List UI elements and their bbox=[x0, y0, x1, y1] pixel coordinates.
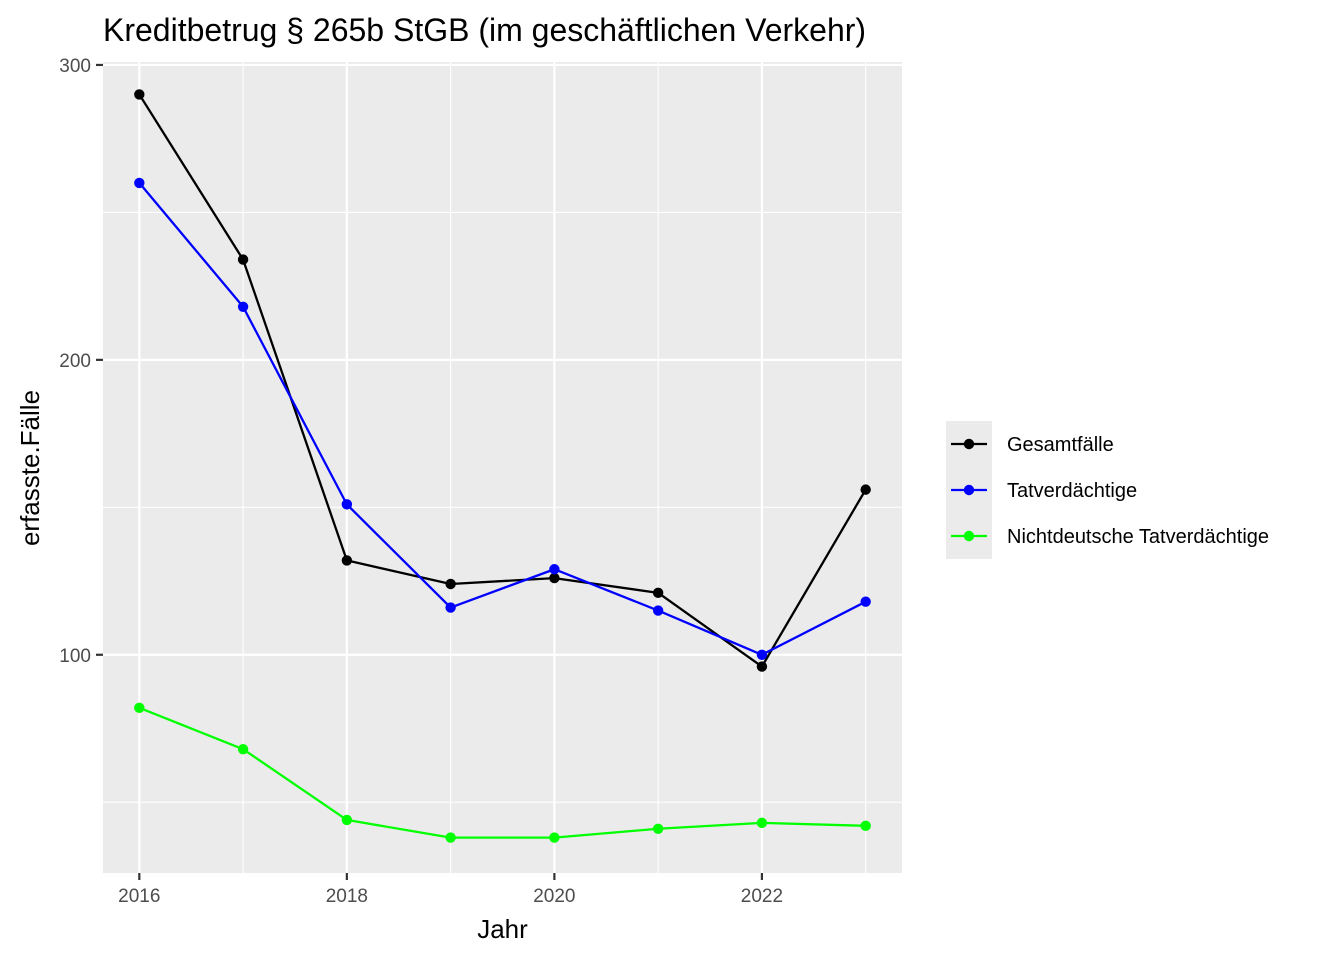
data-point bbox=[237, 743, 249, 755]
plot-panel bbox=[103, 62, 902, 873]
series-line bbox=[138, 182, 867, 656]
x-axis-title: Jahr bbox=[477, 914, 528, 944]
data-point bbox=[341, 555, 353, 566]
y-tick-label: 300 bbox=[59, 56, 91, 77]
legend-label: Gesamtfälle bbox=[1007, 434, 1114, 456]
data-point bbox=[652, 605, 664, 616]
chart-title: Kreditbetrug § 265b StGB (im geschäftlic… bbox=[103, 12, 866, 48]
y-tick-label: 200 bbox=[59, 351, 91, 372]
y-axis-title: erfasste.Fälle bbox=[15, 390, 45, 546]
data-point bbox=[445, 578, 456, 590]
x-tick-label: 2022 bbox=[741, 886, 783, 907]
minor-gridlines bbox=[103, 62, 902, 873]
axis-ticks bbox=[96, 63, 764, 880]
data-point bbox=[756, 661, 768, 672]
data-point bbox=[134, 702, 145, 714]
legend-key-point bbox=[963, 484, 975, 496]
x-tick-label: 2020 bbox=[533, 886, 575, 907]
data-point bbox=[549, 564, 560, 575]
x-tick-label: 2016 bbox=[118, 886, 160, 907]
major-gridlines bbox=[103, 62, 902, 873]
data-point bbox=[860, 596, 871, 607]
data-point bbox=[237, 254, 249, 265]
data-point bbox=[756, 817, 768, 829]
data-point bbox=[549, 832, 560, 843]
legend-label: Tatverdächtige bbox=[1007, 480, 1137, 502]
data-point bbox=[652, 587, 664, 599]
data-point bbox=[445, 832, 456, 843]
data-point bbox=[756, 649, 768, 660]
legend-key-point bbox=[963, 438, 975, 450]
legend-key-point bbox=[963, 530, 975, 542]
series-line bbox=[138, 706, 866, 839]
x-tick-labels: 2016 2018 2020 2022 bbox=[118, 886, 783, 907]
data-point bbox=[860, 820, 871, 832]
data-point bbox=[237, 301, 249, 312]
legend: Gesamtfälle Tatverdächtige Nichtdeutsche T… bbox=[946, 421, 1269, 559]
x-tick-label: 2018 bbox=[326, 886, 368, 907]
data-point bbox=[652, 823, 664, 834]
data-point bbox=[341, 814, 353, 826]
series-line bbox=[138, 93, 867, 668]
series-layer bbox=[134, 89, 871, 843]
data-point bbox=[549, 572, 560, 584]
y-tick-labels: 100 200 300 bbox=[59, 56, 91, 667]
data-point bbox=[134, 89, 145, 100]
data-point bbox=[445, 602, 456, 613]
data-point bbox=[341, 499, 353, 510]
data-point bbox=[134, 177, 145, 189]
y-tick-label: 100 bbox=[59, 646, 91, 667]
legend-label: Nichtdeutsche Tatverdächtige bbox=[1007, 526, 1269, 548]
data-point bbox=[860, 484, 871, 495]
